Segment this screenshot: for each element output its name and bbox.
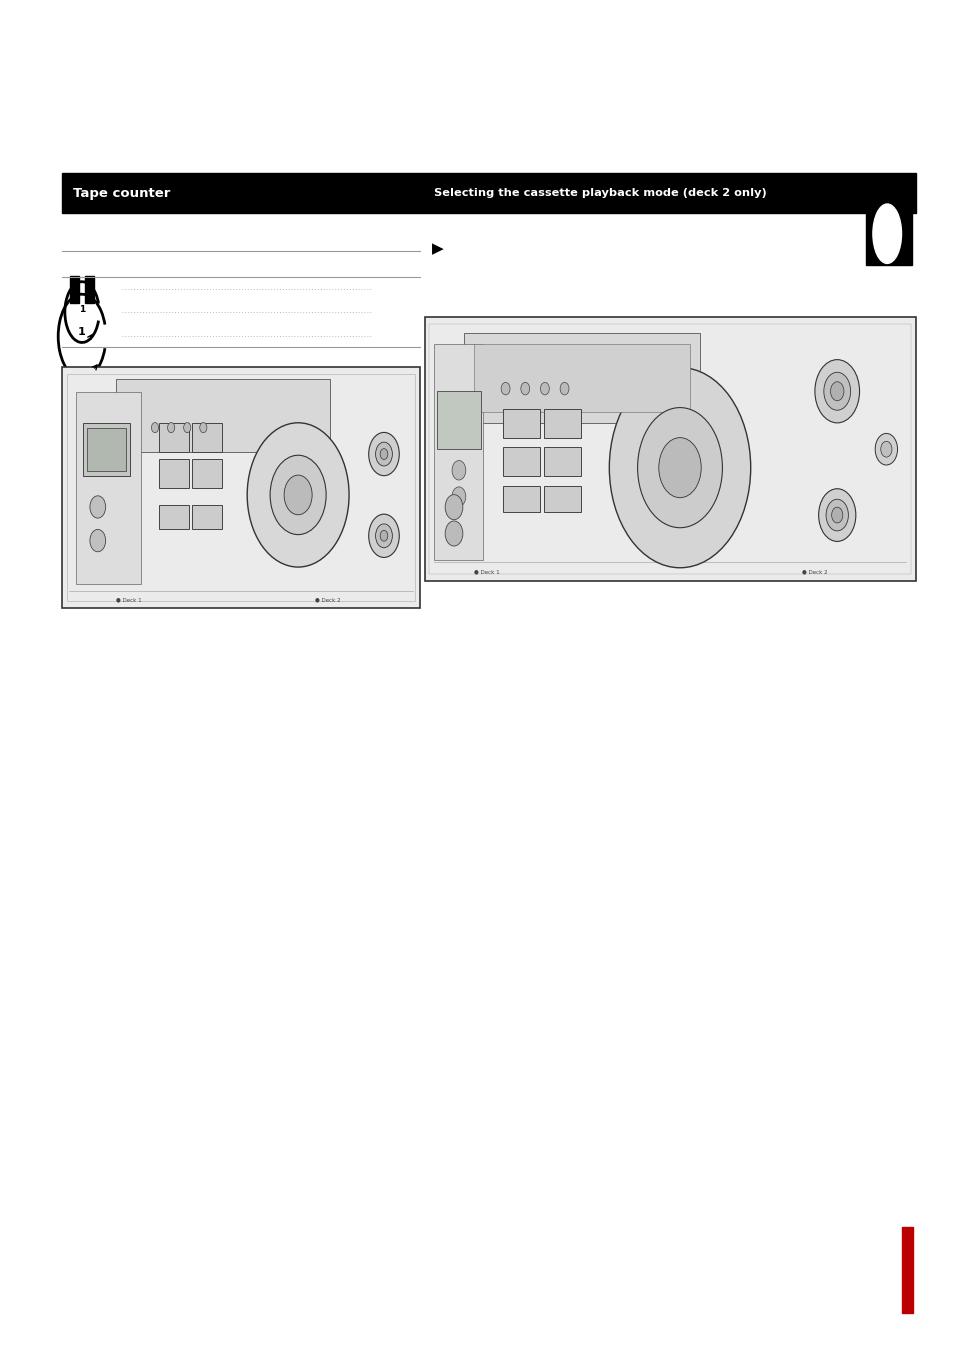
- Circle shape: [247, 423, 349, 567]
- Circle shape: [152, 423, 158, 432]
- Circle shape: [559, 382, 568, 394]
- Circle shape: [659, 438, 700, 497]
- Bar: [901, 1227, 912, 1313]
- Bar: [463, 334, 699, 423]
- Circle shape: [375, 524, 392, 547]
- Circle shape: [199, 423, 207, 432]
- Text: ● Deck 2: ● Deck 2: [801, 569, 826, 574]
- Bar: [192, 459, 222, 488]
- Circle shape: [500, 382, 510, 394]
- Text: Selecting the cassette playback mode (deck 2 only): Selecting the cassette playback mode (de…: [434, 188, 766, 199]
- Circle shape: [379, 449, 388, 459]
- Bar: [543, 486, 580, 512]
- Bar: [85, 276, 94, 303]
- Circle shape: [445, 494, 462, 520]
- Circle shape: [452, 486, 465, 507]
- Bar: [67, 374, 415, 601]
- Bar: [70, 276, 79, 303]
- Text: ● Deck 2: ● Deck 2: [315, 597, 341, 603]
- Text: 1: 1: [77, 327, 85, 338]
- Circle shape: [831, 507, 841, 523]
- Circle shape: [830, 382, 843, 401]
- Bar: [502, 409, 539, 439]
- Bar: [473, 345, 689, 412]
- Circle shape: [184, 423, 191, 432]
- Circle shape: [818, 489, 855, 542]
- Circle shape: [90, 496, 106, 517]
- Bar: [424, 317, 915, 581]
- Bar: [158, 504, 189, 528]
- Circle shape: [284, 476, 312, 515]
- Text: Tape counter: Tape counter: [73, 186, 171, 200]
- Text: ▶: ▶: [432, 240, 443, 257]
- Text: 1: 1: [79, 305, 85, 313]
- Circle shape: [880, 442, 891, 457]
- Circle shape: [379, 531, 388, 542]
- Text: ● Deck 1: ● Deck 1: [473, 569, 498, 574]
- Bar: [543, 447, 580, 476]
- Circle shape: [90, 530, 106, 551]
- Bar: [84, 423, 130, 476]
- Circle shape: [445, 521, 462, 546]
- Circle shape: [520, 382, 529, 394]
- Circle shape: [609, 367, 750, 567]
- Circle shape: [823, 373, 850, 411]
- Bar: [87, 427, 126, 471]
- Circle shape: [540, 382, 549, 394]
- Circle shape: [270, 455, 326, 535]
- Circle shape: [375, 442, 392, 466]
- Bar: [434, 345, 483, 559]
- Bar: [502, 447, 539, 476]
- Circle shape: [452, 461, 465, 480]
- Bar: [502, 486, 539, 512]
- Bar: [192, 504, 222, 528]
- Bar: [192, 423, 222, 453]
- Circle shape: [814, 359, 859, 423]
- Bar: [436, 392, 480, 449]
- Bar: [62, 367, 419, 608]
- Bar: [543, 409, 580, 439]
- Circle shape: [368, 515, 399, 558]
- Circle shape: [168, 423, 174, 432]
- Circle shape: [874, 434, 897, 465]
- Text: ● Deck 1: ● Deck 1: [115, 597, 141, 603]
- Ellipse shape: [872, 204, 901, 263]
- Bar: [62, 173, 424, 213]
- Circle shape: [825, 500, 847, 531]
- Bar: [865, 203, 911, 265]
- Bar: [76, 392, 141, 584]
- Bar: [158, 423, 189, 453]
- Bar: [115, 380, 330, 451]
- Circle shape: [637, 408, 721, 528]
- Circle shape: [368, 432, 399, 476]
- Bar: [424, 173, 915, 213]
- Bar: [429, 324, 910, 574]
- Bar: [158, 459, 189, 488]
